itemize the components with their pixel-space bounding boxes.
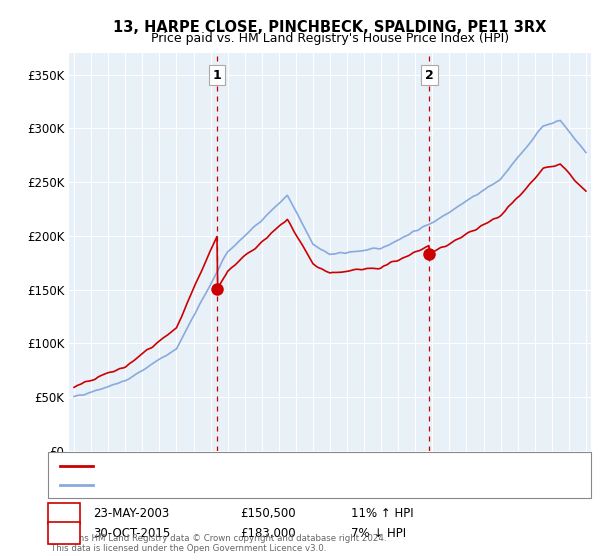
Text: £183,000: £183,000	[240, 526, 296, 540]
Text: HPI: Average price, detached house, South Holland: HPI: Average price, detached house, Sout…	[99, 480, 378, 489]
Text: 30-OCT-2015: 30-OCT-2015	[93, 526, 170, 540]
Text: 11% ↑ HPI: 11% ↑ HPI	[351, 507, 413, 520]
Text: Price paid vs. HM Land Registry's House Price Index (HPI): Price paid vs. HM Land Registry's House …	[151, 32, 509, 45]
Text: 1: 1	[60, 507, 68, 520]
Text: 2: 2	[425, 68, 434, 82]
Text: Contains HM Land Registry data © Crown copyright and database right 2024.
This d: Contains HM Land Registry data © Crown c…	[51, 534, 386, 553]
Text: 13, HARPE CLOSE, PINCHBECK, SPALDING, PE11 3RX (detached house): 13, HARPE CLOSE, PINCHBECK, SPALDING, PE…	[99, 461, 487, 471]
Text: 23-MAY-2003: 23-MAY-2003	[93, 507, 169, 520]
Text: 13, HARPE CLOSE, PINCHBECK, SPALDING, PE11 3RX: 13, HARPE CLOSE, PINCHBECK, SPALDING, PE…	[113, 20, 547, 35]
Text: £150,500: £150,500	[240, 507, 296, 520]
Text: 1: 1	[212, 68, 221, 82]
Text: 2: 2	[60, 526, 68, 540]
Text: 7% ↓ HPI: 7% ↓ HPI	[351, 526, 406, 540]
